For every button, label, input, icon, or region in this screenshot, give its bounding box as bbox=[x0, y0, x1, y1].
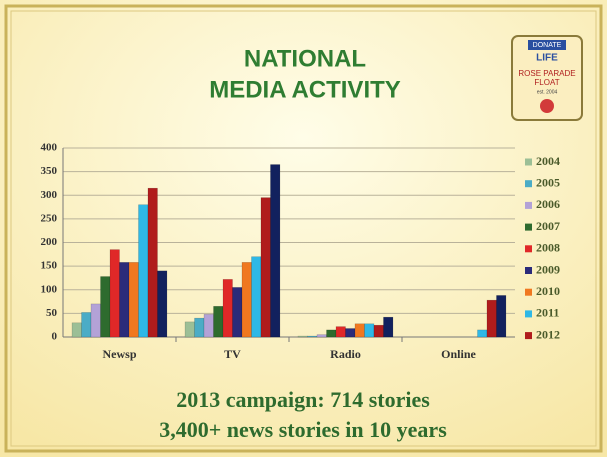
bar bbox=[251, 256, 262, 338]
bar bbox=[316, 334, 327, 338]
bar bbox=[270, 164, 281, 338]
logo-rose bbox=[540, 99, 554, 113]
logo-text: est. 2004 bbox=[537, 89, 558, 95]
legend-label: 2010 bbox=[536, 284, 560, 298]
bar bbox=[119, 262, 130, 338]
logo: DONATE LIFE ROSE PARADE FLOAT est. 2004 bbox=[511, 35, 583, 121]
bar bbox=[260, 197, 271, 338]
bar bbox=[345, 328, 356, 338]
legend-label: 2011 bbox=[536, 306, 559, 320]
bar bbox=[184, 321, 195, 338]
y-tick-label: 400 bbox=[41, 142, 58, 154]
bar bbox=[90, 303, 101, 338]
legend-label: 2006 bbox=[536, 197, 560, 211]
legend-swatch bbox=[525, 267, 532, 274]
y-tick-label: 250 bbox=[41, 212, 58, 224]
y-tick-label: 0 bbox=[52, 331, 58, 343]
bar bbox=[364, 323, 375, 338]
legend-label: 2007 bbox=[536, 219, 560, 233]
legend-label: 2009 bbox=[536, 262, 560, 276]
x-tick-label: TV bbox=[224, 347, 241, 361]
y-tick-label: 350 bbox=[41, 165, 58, 177]
title-line: MEDIA ACTIVITY bbox=[209, 76, 401, 103]
logo-band bbox=[528, 40, 566, 50]
bar bbox=[297, 335, 308, 338]
bar bbox=[486, 299, 497, 338]
bar bbox=[326, 329, 337, 338]
legend-swatch bbox=[525, 310, 532, 318]
bar bbox=[81, 312, 92, 338]
bar bbox=[222, 279, 233, 338]
title-line: NATIONAL bbox=[244, 45, 366, 72]
legend-label: 2012 bbox=[536, 327, 560, 341]
bar bbox=[496, 295, 507, 338]
legend-swatch bbox=[525, 288, 532, 296]
bar bbox=[383, 316, 394, 338]
bar bbox=[157, 270, 168, 338]
bar bbox=[373, 324, 384, 338]
x-tick-label: Radio bbox=[330, 347, 361, 361]
footer-line: 2013 campaign: 714 stories bbox=[176, 387, 430, 412]
y-tick-label: 150 bbox=[41, 260, 58, 272]
legend-label: 2004 bbox=[536, 154, 560, 168]
bar bbox=[232, 287, 243, 338]
bar bbox=[100, 276, 111, 338]
bar bbox=[138, 204, 149, 338]
legend-swatch bbox=[525, 180, 532, 188]
bar bbox=[109, 249, 120, 338]
bar bbox=[477, 329, 488, 338]
legend-swatch bbox=[525, 201, 532, 209]
y-tick-label: 200 bbox=[41, 236, 58, 248]
bar bbox=[354, 323, 365, 338]
legend-swatch bbox=[525, 332, 532, 340]
bar bbox=[147, 187, 158, 338]
bar bbox=[203, 314, 214, 338]
logo-text: ROSE PARADE bbox=[518, 69, 575, 78]
bar bbox=[241, 262, 252, 338]
x-tick-label: Online bbox=[441, 347, 476, 361]
bar bbox=[213, 306, 224, 338]
y-tick-label: 300 bbox=[41, 189, 58, 201]
legend-label: 2008 bbox=[536, 241, 560, 255]
y-tick-label: 100 bbox=[41, 283, 58, 295]
legend-swatch bbox=[525, 245, 532, 253]
inner-border bbox=[10, 10, 597, 447]
logo-text: LIFE bbox=[536, 53, 558, 64]
legend-swatch bbox=[525, 158, 532, 166]
legend-label: 2005 bbox=[536, 175, 560, 189]
x-tick-label: Newsp bbox=[102, 347, 136, 361]
bar bbox=[71, 322, 82, 338]
bar bbox=[128, 262, 139, 338]
logo-text: FLOAT bbox=[534, 78, 559, 87]
legend-swatch bbox=[525, 223, 532, 231]
border bbox=[4, 4, 603, 453]
logo-frame bbox=[511, 35, 583, 121]
logo-text: DONATE bbox=[533, 42, 562, 49]
bar bbox=[194, 317, 205, 338]
y-tick-label: 50 bbox=[46, 307, 58, 319]
bar bbox=[307, 335, 318, 338]
bar bbox=[335, 326, 346, 338]
footer-line: 3,400+ news stories in 10 years bbox=[159, 417, 447, 442]
